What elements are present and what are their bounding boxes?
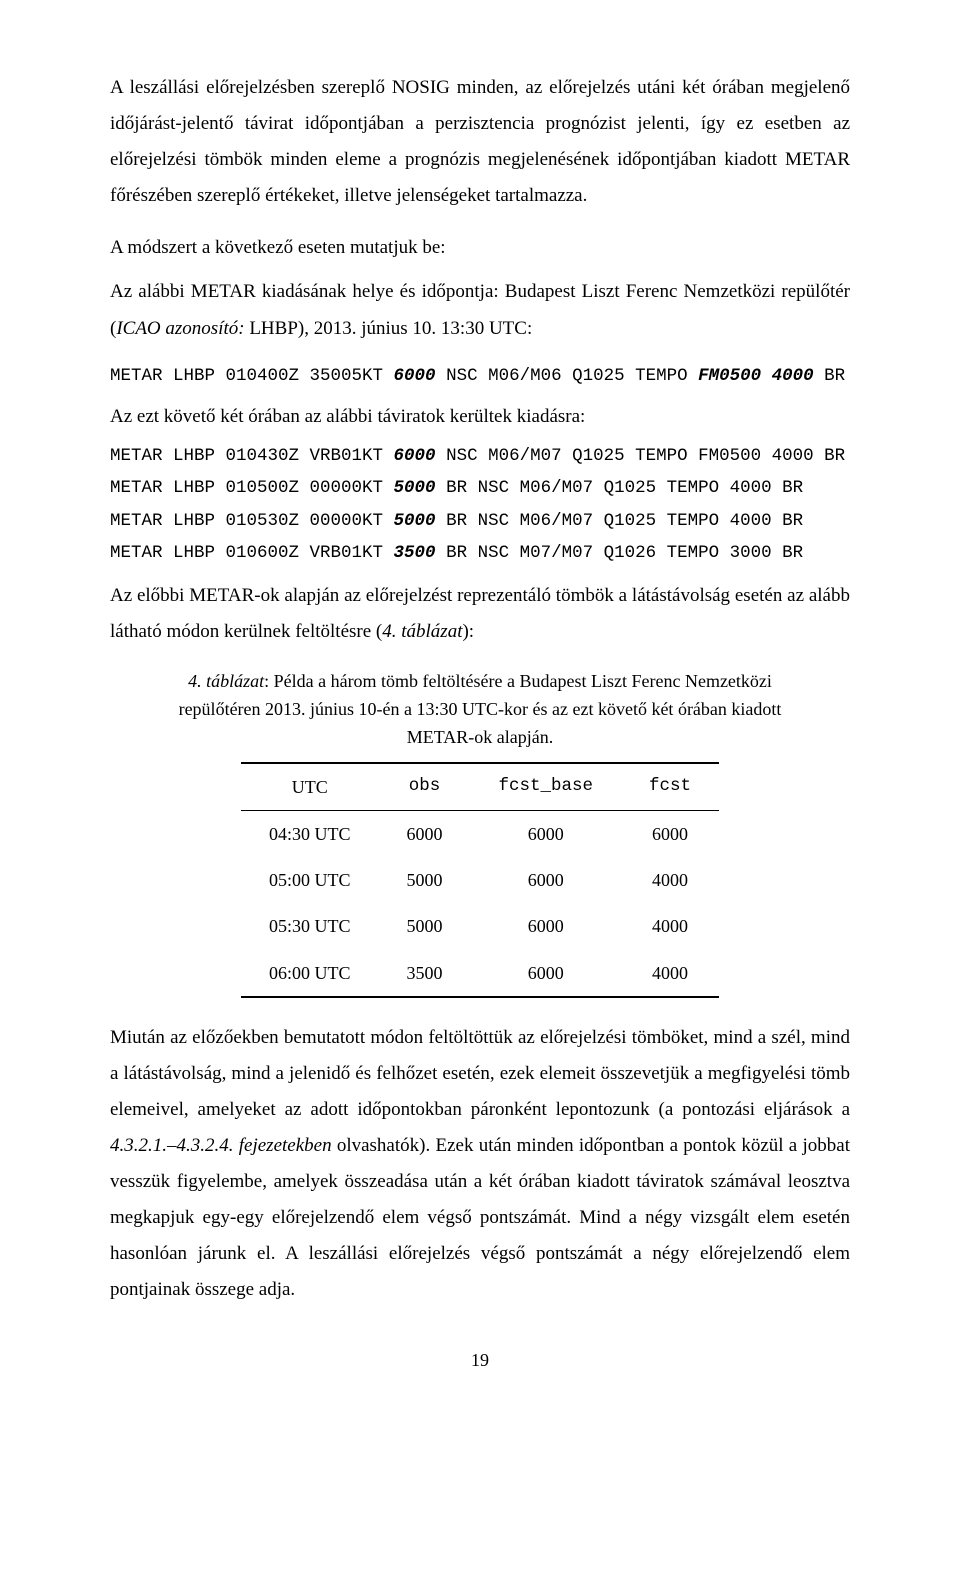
table-header-row: UTC obs fcst_base fcst — [241, 763, 719, 811]
para3-part-b: LHBP), 2013. június 10. 13:30 UTC: — [245, 318, 533, 339]
table-row: 05:00 UTC 5000 6000 4000 — [241, 857, 719, 903]
metar3-c: BR NSC M06/M07 Q1025 TEMPO 4000 BR — [436, 511, 804, 531]
metar4-c: BR NSC M07/M07 Q1026 TEMPO 3000 BR — [436, 543, 804, 563]
table-row: 05:30 UTC 5000 6000 4000 — [241, 903, 719, 949]
th-obs: obs — [378, 763, 470, 811]
cell-utc: 05:30 UTC — [241, 903, 379, 949]
cell-fcst-base: 6000 — [470, 857, 621, 903]
cell-fcst-base: 6000 — [470, 811, 621, 858]
metar-line-1: METAR LHBP 010430Z VRB01KT 6000 NSC M06/… — [110, 443, 850, 469]
cell-obs: 5000 — [378, 857, 470, 903]
metar-line-2: METAR LHBP 010500Z 00000KT 5000 BR NSC M… — [110, 475, 850, 501]
metar0-b: 6000 — [394, 366, 436, 386]
cell-utc: 05:00 UTC — [241, 857, 379, 903]
data-table: UTC obs fcst_base fcst 04:30 UTC 6000 60… — [241, 762, 719, 998]
metar3-b: 5000 — [394, 511, 436, 531]
metar1-b: 6000 — [394, 446, 436, 466]
para5-italic: 4. táblázat — [382, 621, 462, 642]
metar-line-0: METAR LHBP 010400Z 35005KT 6000 NSC M06/… — [110, 363, 850, 389]
th-utc: UTC — [241, 763, 379, 811]
metar0-a: METAR LHBP 010400Z 35005KT — [110, 366, 394, 386]
metar2-c: BR NSC M06/M07 Q1025 TEMPO 4000 BR — [436, 478, 804, 498]
metar-line-4: METAR LHBP 010600Z VRB01KT 3500 BR NSC M… — [110, 540, 850, 566]
cell-fcst: 4000 — [621, 903, 719, 949]
metar0-c: NSC M06/M06 Q1025 TEMPO — [436, 366, 699, 386]
para6-a: Miután az előzőekben bemutatott módon fe… — [110, 1027, 850, 1120]
paragraph-6: Miután az előzőekben bemutatott módon fe… — [110, 1020, 850, 1309]
cell-utc: 04:30 UTC — [241, 811, 379, 858]
paragraph-1: A leszállási előrejelzésben szereplő NOS… — [110, 70, 850, 214]
metar0-e: BR — [814, 366, 846, 386]
metar3-a: METAR LHBP 010530Z 00000KT — [110, 511, 394, 531]
para6-b: olvashatók). Ezek után minden időpontban… — [110, 1135, 850, 1300]
cell-fcst-base: 6000 — [470, 950, 621, 997]
cell-obs: 6000 — [378, 811, 470, 858]
cell-obs: 5000 — [378, 903, 470, 949]
caption-rest: : Példa a három tömb feltöltésére a Buda… — [179, 671, 782, 747]
cell-fcst-base: 6000 — [470, 903, 621, 949]
metar-line-3: METAR LHBP 010530Z 00000KT 5000 BR NSC M… — [110, 508, 850, 534]
cell-obs: 3500 — [378, 950, 470, 997]
para5-a: Az előbbi METAR-ok alapján az előrejelzé… — [110, 585, 850, 642]
paragraph-2: A módszert a következő eseten mutatjuk b… — [110, 230, 850, 266]
table-caption: 4. táblázat: Példa a három tömb feltölté… — [170, 668, 790, 752]
th-fcst: fcst — [621, 763, 719, 811]
caption-italic: 4. táblázat — [188, 671, 264, 691]
table-row: 04:30 UTC 6000 6000 6000 — [241, 811, 719, 858]
th-fcst-base: fcst_base — [470, 763, 621, 811]
metar2-a: METAR LHBP 010500Z 00000KT — [110, 478, 394, 498]
para5-b: ): — [462, 621, 474, 642]
cell-fcst: 4000 — [621, 950, 719, 997]
para3-italic-1: ICAO azonosító: — [116, 318, 244, 339]
cell-utc: 06:00 UTC — [241, 950, 379, 997]
metar4-a: METAR LHBP 010600Z VRB01KT — [110, 543, 394, 563]
paragraph-3: Az alábbi METAR kiadásának helye és időp… — [110, 274, 850, 346]
metar4-b: 3500 — [394, 543, 436, 563]
metar1-c: NSC M06/M07 Q1025 TEMPO FM0500 4000 BR — [436, 446, 846, 466]
page-number: 19 — [110, 1343, 850, 1377]
metar0-d: FM0500 4000 — [698, 366, 814, 386]
para6-italic: 4.3.2.1.–4.3.2.4. fejezetekben — [110, 1135, 332, 1156]
metar1-a: METAR LHBP 010430Z VRB01KT — [110, 446, 394, 466]
cell-fcst: 6000 — [621, 811, 719, 858]
cell-fcst: 4000 — [621, 857, 719, 903]
table-row: 06:00 UTC 3500 6000 4000 — [241, 950, 719, 997]
paragraph-5: Az előbbi METAR-ok alapján az előrejelzé… — [110, 578, 850, 650]
paragraph-4: Az ezt követő két órában az alábbi távir… — [110, 399, 850, 435]
metar2-b: 5000 — [394, 478, 436, 498]
